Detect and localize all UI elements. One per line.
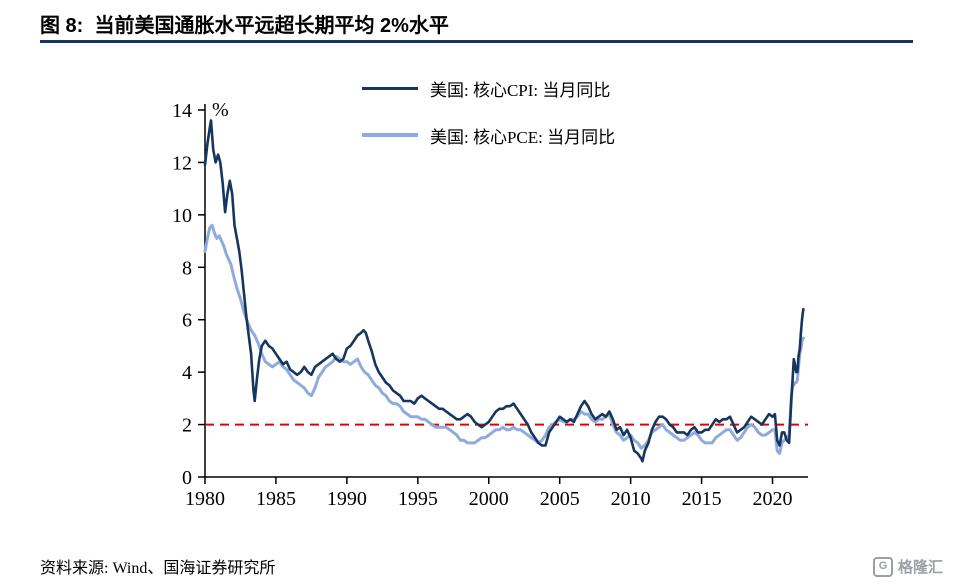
x-axis-tick-label: 1990 [327, 488, 367, 510]
chart-legend: 美国: 核心CPI: 当月同比 美国: 核心PCE: 当月同比 [362, 78, 615, 172]
cpi-line [203, 119, 805, 463]
y-axis-tick-label: 14 [172, 100, 192, 122]
legend-item-cpi: 美国: 核心CPI: 当月同比 [362, 78, 615, 100]
y-axis-tick-label: 12 [172, 152, 192, 174]
x-axis-tick-label: 1985 [256, 488, 296, 510]
y-axis-tick-label: 4 [182, 362, 192, 384]
x-axis-tick-label: 2020 [753, 488, 793, 510]
y-axis-tick-label: 2 [182, 415, 192, 437]
x-axis-tick-label: 2015 [682, 488, 722, 510]
legend-label-cpi: 美国: 核心CPI: 当月同比 [430, 80, 611, 100]
x-axis-tick-label: 2010 [611, 488, 651, 510]
pce-line-swatch [362, 133, 418, 137]
y-axis-tick-label: 8 [182, 257, 192, 279]
data-source-note: 资料来源: Wind、国海证券研究所 [40, 560, 276, 577]
legend-label-pce: 美国: 核心PCE: 当月同比 [430, 127, 616, 147]
y-axis-tick-label: 6 [182, 310, 192, 332]
x-axis-tick-label: 1980 [185, 488, 225, 510]
pce-line [203, 223, 805, 455]
y-axis-tick-label: 0 [182, 467, 192, 489]
legend-item-pce: 美国: 核心PCE: 当月同比 [362, 125, 616, 147]
title-underline [40, 40, 913, 43]
x-axis-tick-label: 2005 [540, 488, 580, 510]
gelonghui-logo-text: 格隆汇 [897, 559, 943, 576]
gelonghui-watermark: G 格隆汇 [872, 556, 943, 577]
y-axis-tick-label: 10 [172, 205, 192, 227]
gelonghui-logo-icon: G [872, 556, 893, 577]
x-axis-tick-label: 2000 [469, 488, 509, 510]
y-axis-unit-label: % [212, 99, 229, 121]
figure-title: 图 8: 当前美国通胀水平远超长期平均 2%水平 [40, 15, 449, 37]
cpi-line-swatch [362, 86, 418, 90]
x-axis-tick-label: 1995 [398, 488, 438, 510]
